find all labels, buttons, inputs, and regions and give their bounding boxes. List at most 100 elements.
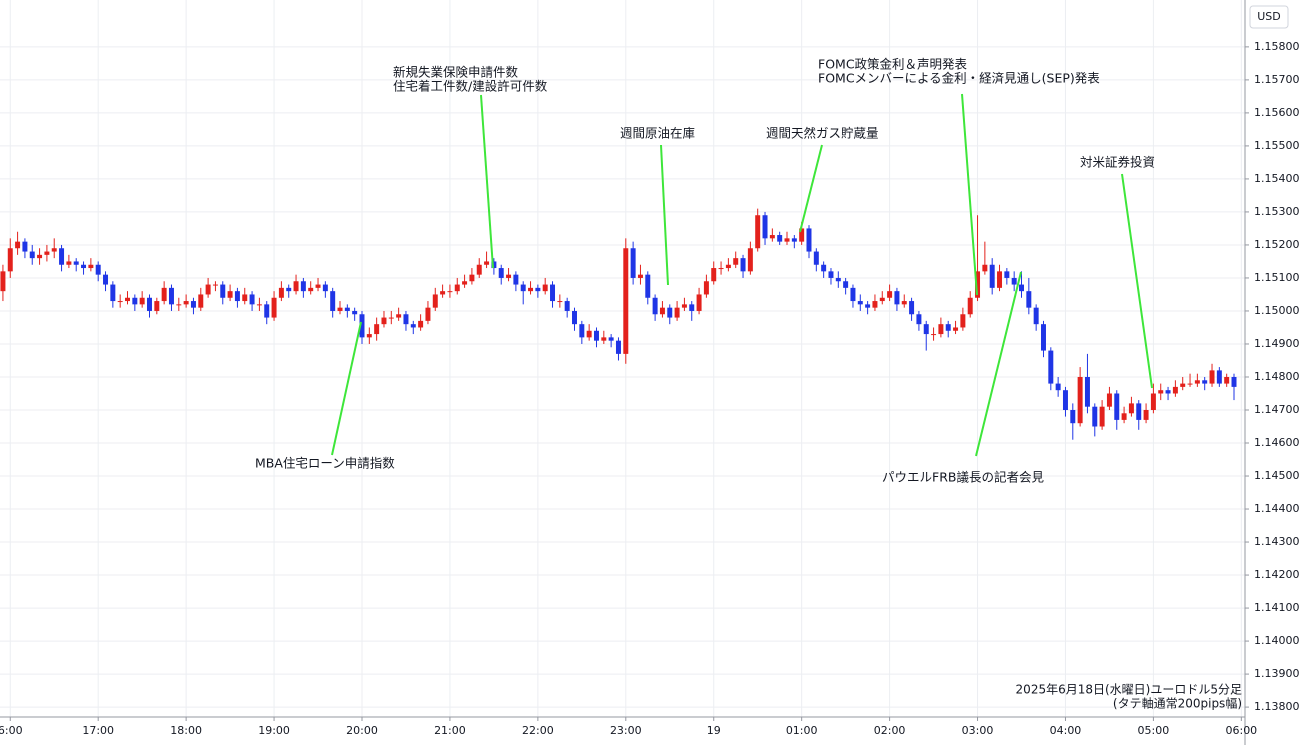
candle-body (234, 291, 240, 302)
candle-body (1084, 376, 1090, 407)
candle-body (1172, 386, 1178, 394)
candle-body (579, 324, 585, 338)
x-tick-label: 21:00 (434, 724, 466, 737)
candle-body (0, 271, 6, 292)
candle-body (476, 264, 482, 275)
candle-body (506, 274, 512, 278)
candle-body (637, 274, 643, 278)
candle-body (110, 284, 116, 302)
candle-body (960, 314, 966, 328)
candle-body (183, 301, 189, 305)
candle-body (388, 317, 394, 319)
candle-body (264, 304, 270, 318)
y-tick-label: 1.14800 (1254, 370, 1300, 383)
annotation-text: パウエルFRB議長の記者会見 (882, 470, 1044, 485)
candle-body (286, 287, 292, 292)
annotation-text: 週間原油在庫 (620, 126, 695, 141)
candle-body (1062, 390, 1068, 410)
annotation-leader (1121, 173, 1153, 389)
candle-body (975, 271, 981, 298)
candle-body (447, 291, 453, 293)
candle-body (659, 307, 665, 315)
candle-body (1004, 271, 1010, 278)
candle-body (161, 287, 167, 302)
price-axis-panel (1245, 0, 1300, 745)
candle-body (73, 261, 79, 265)
currency-label: USD (1257, 10, 1281, 23)
annotation-text: 住宅着工件数/建設許可件数 (393, 79, 548, 94)
x-tick-label: 17:00 (82, 724, 114, 737)
candle-body (865, 304, 871, 308)
candle-body (777, 235, 783, 242)
candle-body (711, 268, 717, 282)
candle-body (1114, 393, 1120, 420)
y-tick-label: 1.14600 (1254, 436, 1300, 449)
candle-body (667, 307, 673, 318)
candle-body (81, 264, 87, 269)
candle-body (1026, 291, 1032, 308)
x-tick-label: 05:00 (1138, 724, 1170, 737)
candle-body (1136, 403, 1142, 420)
candle-body (15, 241, 21, 249)
candle-body (1070, 409, 1076, 424)
y-tick-label: 1.14400 (1254, 502, 1300, 515)
x-tick-label: 22:00 (522, 724, 554, 737)
candle-body (220, 284, 226, 298)
candle-body (608, 337, 614, 341)
candle-body (88, 264, 94, 269)
candle-body (396, 314, 402, 318)
candle-body (125, 297, 130, 302)
y-tick-label: 1.14700 (1254, 403, 1300, 416)
candle-body (403, 314, 409, 325)
candle-body (887, 291, 893, 298)
candle-body (784, 238, 790, 242)
candle-body (352, 310, 358, 315)
candle-body (410, 324, 416, 328)
candle-body (1011, 277, 1017, 285)
candle-body (469, 274, 475, 282)
candle-body (1099, 406, 1105, 427)
candle-body (615, 340, 621, 354)
x-tick-label: 6:00 (0, 724, 23, 737)
candle-body (425, 307, 431, 321)
candle-body (791, 238, 797, 242)
candle-body (630, 248, 636, 278)
candle-body (484, 261, 490, 265)
annotation-leader (660, 144, 669, 286)
candle-body (894, 291, 900, 305)
candle-body (1187, 383, 1193, 385)
candle-body (51, 248, 57, 252)
candle-body (322, 284, 328, 292)
candle-body (872, 301, 878, 308)
candle-body (498, 268, 504, 278)
candle-body (315, 284, 321, 288)
candle-body (623, 248, 629, 354)
candle-body (1216, 370, 1222, 384)
annotation-text: 新規失業保険申請件数 (393, 65, 519, 80)
y-tick-label: 1.15600 (1254, 106, 1300, 119)
candle-body (733, 258, 739, 265)
candle-body (550, 284, 556, 302)
candle-body (1165, 390, 1171, 394)
candle-body (923, 324, 929, 335)
y-tick-label: 1.14200 (1254, 568, 1300, 581)
candle-body (344, 307, 350, 311)
candle-body (300, 281, 306, 292)
candle-body (850, 287, 856, 302)
candle-body (557, 301, 563, 303)
y-tick-label: 1.13800 (1254, 700, 1300, 713)
x-tick-label: 06:00 (1225, 724, 1257, 737)
candle-body (769, 235, 775, 239)
y-tick-label: 1.14500 (1254, 469, 1300, 482)
y-tick-label: 1.14300 (1254, 535, 1300, 548)
candle-body (278, 287, 284, 298)
candle-body (1121, 413, 1127, 420)
x-tick-label: 18:00 (170, 724, 202, 737)
candle-body (330, 291, 336, 311)
candle-body (593, 330, 599, 341)
candle-body (916, 314, 922, 325)
candle-body (1224, 376, 1230, 384)
candle-body (432, 294, 438, 308)
candle-body (491, 261, 497, 269)
candle-body (1040, 324, 1046, 351)
